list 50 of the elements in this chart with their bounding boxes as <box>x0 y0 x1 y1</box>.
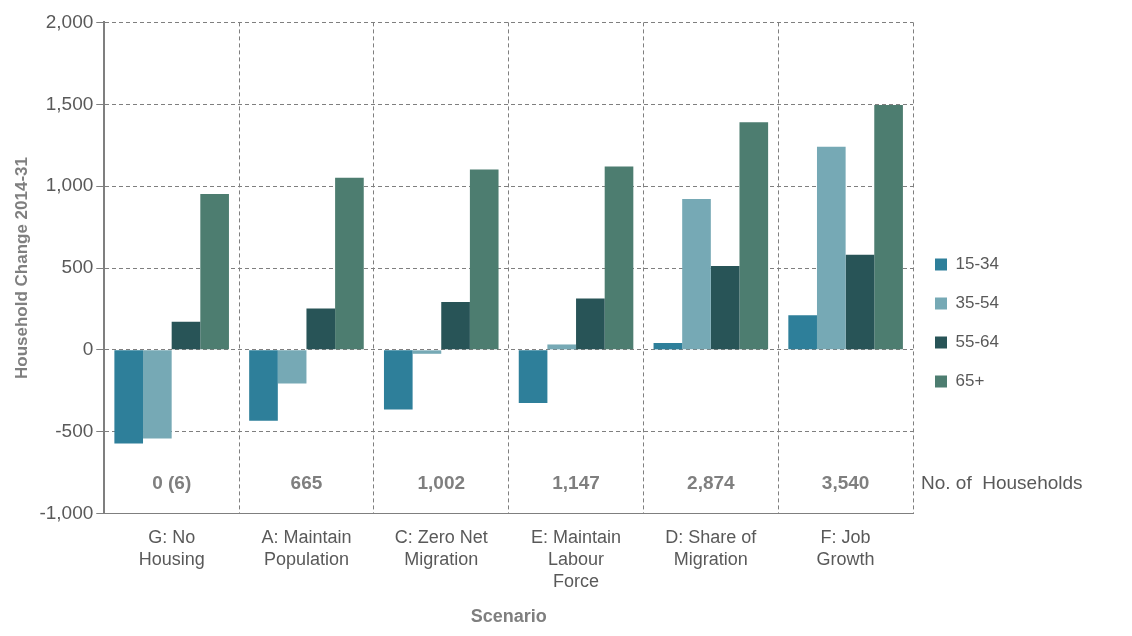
annotation: 1,002 <box>417 471 466 493</box>
legend-label: 65+ <box>955 371 985 391</box>
annotation: 665 <box>290 471 323 493</box>
legend-label: 55-64 <box>955 332 999 352</box>
bar <box>412 350 442 354</box>
bar <box>682 198 711 350</box>
bar <box>739 122 769 350</box>
bar <box>547 344 577 350</box>
y-tick-label: -1,000 <box>39 501 94 523</box>
bar <box>469 169 499 350</box>
y-tick-label: 2,000 <box>45 10 94 32</box>
bar <box>518 350 548 404</box>
y-tick-label: 500 <box>61 256 94 278</box>
y-axis-title: Household Change 2014-31 <box>11 156 31 380</box>
y-tick-label: 1,500 <box>45 92 94 114</box>
bar <box>710 266 740 350</box>
x-tick-label: D: Share of Migration <box>665 527 758 569</box>
x-tick-label: A: Maintain Population <box>261 527 352 569</box>
bar <box>653 342 683 350</box>
bar <box>277 350 307 384</box>
annotation: 2,874 <box>687 471 736 493</box>
x-tick-label: G: No Housing <box>138 527 205 569</box>
bar <box>171 321 201 350</box>
x-tick-label: C: Zero Net Migration <box>394 527 488 569</box>
text: No. of Households <box>921 471 1083 493</box>
y-tick-label: 1,000 <box>45 174 94 196</box>
annotation: 3,540 <box>821 471 870 493</box>
bar <box>874 105 903 350</box>
bar <box>383 350 413 410</box>
x-tick-label: E: Maintain Labour Force <box>531 527 622 591</box>
bar <box>143 350 172 439</box>
bar <box>114 350 144 444</box>
bar <box>335 177 364 350</box>
bar <box>306 308 336 350</box>
x-tick-label: F: Job Growth <box>816 527 875 569</box>
bar <box>249 350 278 421</box>
legend-label: 15-34 <box>955 254 999 274</box>
legend-label: 35-54 <box>955 293 999 313</box>
bar <box>788 315 817 350</box>
y-tick-label: 0 <box>82 338 94 360</box>
y-tick-label: -500 <box>55 419 94 441</box>
bar <box>200 193 229 350</box>
bar <box>845 254 875 350</box>
annotation: 0 (6) <box>152 471 192 493</box>
bar <box>576 298 605 350</box>
annotation: 1,147 <box>552 471 600 493</box>
bar <box>604 166 634 350</box>
x-axis-title: Scenario <box>470 606 547 627</box>
bar <box>441 302 470 350</box>
bar <box>816 146 846 350</box>
